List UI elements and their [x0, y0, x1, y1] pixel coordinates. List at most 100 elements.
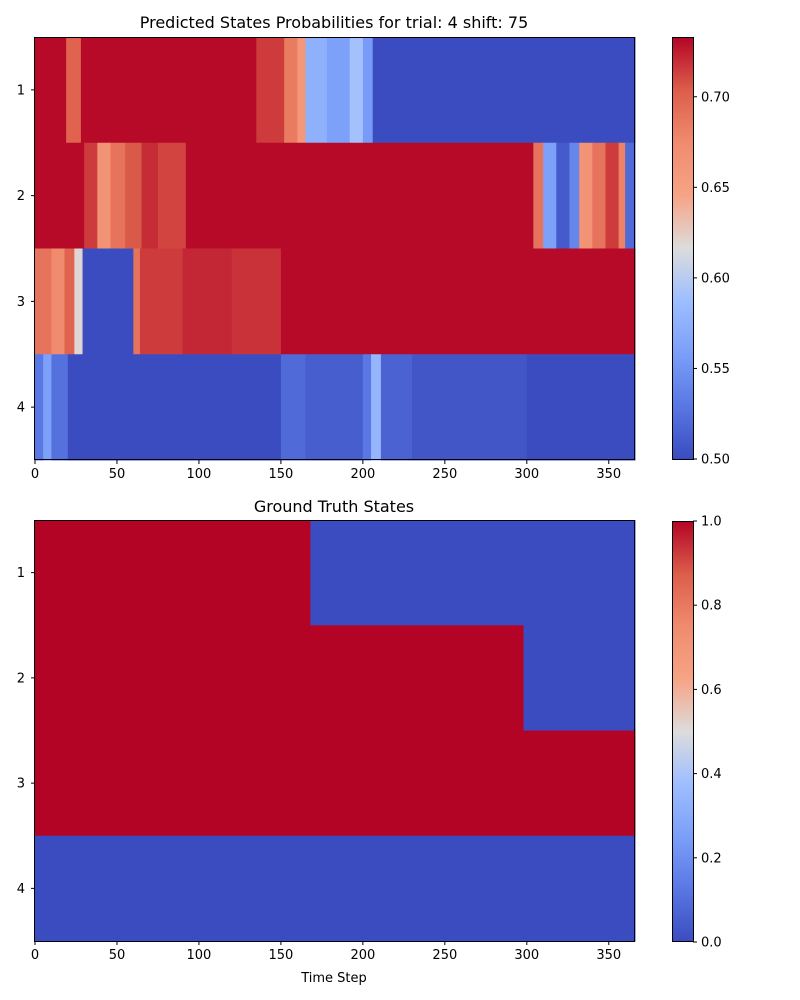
heatmap-cell: [526, 354, 636, 461]
ground-truth-colorbar-ticks: 0.0 0.2 0.4 0.6 0.8 1.0: [693, 515, 722, 951]
colorbar-tick-label: 0.4: [701, 767, 722, 782]
heatmap-cell: [80, 37, 192, 144]
heatmap-cell: [110, 142, 126, 249]
heatmap-cell: [43, 354, 52, 461]
x-tick-label: 250: [432, 948, 457, 963]
y-tick-label: 1: [17, 83, 25, 98]
heatmap-cell: [533, 142, 544, 249]
colorbar-tick-label: 0.0: [701, 936, 722, 951]
ground-truth-plot-frame: [34, 520, 635, 942]
colorbar-tick-label: 0.50: [701, 453, 730, 468]
heatmap-cell: [35, 730, 636, 837]
colorbar-tick-label: 0.8: [701, 599, 722, 614]
heatmap-cell: [372, 37, 636, 144]
heatmap-cell: [35, 835, 636, 942]
heatmap-cell: [371, 354, 382, 461]
heatmap-cell: [35, 354, 44, 461]
y-tick-label: 2: [17, 189, 25, 204]
x-tick-label: 100: [187, 467, 212, 482]
predicted-y-axis: 1 2 3 4: [17, 83, 35, 416]
colorbar-tick-label: 0.6: [701, 683, 722, 698]
heatmap-cell: [523, 625, 636, 731]
x-axis-label: Time Step: [300, 971, 367, 986]
y-tick-label: 3: [17, 777, 25, 792]
predicted-colorbar: [672, 37, 693, 459]
heatmap-cell: [84, 142, 98, 249]
x-tick-label: 350: [596, 467, 621, 482]
x-tick-label: 200: [350, 948, 375, 963]
heatmap-cell: [592, 142, 606, 249]
predicted-chart-title: Predicted States Probabilities for trial…: [140, 13, 529, 32]
heatmap-cell: [133, 248, 141, 355]
colorbar-tick-label: 0.65: [701, 181, 730, 196]
ground-truth-colorbar: [672, 521, 693, 942]
colorbar-tick-label: 0.70: [701, 90, 730, 105]
heatmap-cell: [380, 354, 413, 461]
ground-truth-chart-title: Ground Truth States: [254, 497, 414, 516]
predicted-colorbar-frame: [672, 37, 694, 460]
heatmap-cell: [305, 354, 364, 461]
heatmap-cell: [362, 354, 372, 461]
x-tick-label: 300: [514, 467, 539, 482]
predicted-heatmap-cells: [35, 37, 636, 461]
heatmap-cell: [35, 625, 525, 731]
heatmap-cell: [139, 248, 184, 355]
predicted-heatmap-panel: Predicted States Probabilities for trial…: [17, 13, 730, 482]
heatmap-cell: [74, 248, 84, 355]
predicted-plot-frame: [34, 37, 635, 460]
heatmap-cell: [231, 248, 282, 355]
heatmap-cell: [326, 37, 351, 144]
heatmap-cell: [51, 248, 65, 355]
heatmap-cell: [97, 142, 111, 249]
colorbar-tick-label: 1.0: [701, 515, 722, 530]
heatmap-cell: [157, 142, 187, 249]
heatmap-cell: [35, 248, 52, 355]
heatmap-cell: [280, 354, 306, 461]
heatmap-cell: [297, 37, 306, 144]
y-tick-label: 4: [17, 882, 25, 897]
x-tick-label: 150: [268, 467, 293, 482]
heatmap-cell: [35, 37, 67, 144]
heatmap-cell: [185, 142, 534, 249]
heatmap-cell: [82, 248, 134, 355]
y-tick-label: 1: [17, 566, 25, 581]
ground-truth-y-axis: 1 2 3 4: [17, 566, 35, 897]
x-tick-label: 0: [31, 467, 39, 482]
x-tick-label: 50: [109, 948, 126, 963]
heatmap-cell: [618, 142, 626, 249]
ground-truth-colorbar-frame: [672, 521, 694, 942]
x-tick-label: 50: [109, 467, 126, 482]
heatmap-cell: [125, 142, 143, 249]
heatmap-cell: [256, 37, 285, 144]
predicted-x-axis: 0 50 100 150 200 250 300 350: [31, 460, 621, 482]
heatmap-cell: [280, 248, 636, 355]
x-tick-label: 300: [514, 948, 539, 963]
x-tick-label: 0: [31, 948, 39, 963]
x-tick-label: 150: [268, 948, 293, 963]
heatmap-cell: [412, 354, 528, 461]
heatmap-cell: [625, 142, 636, 249]
heatmap-cell: [310, 520, 636, 626]
heatmap-cell: [190, 37, 257, 144]
heatmap-cell: [35, 142, 85, 249]
heatmap-cell: [66, 37, 82, 144]
y-tick-label: 3: [17, 295, 25, 310]
y-tick-label: 2: [17, 671, 25, 686]
heatmap-cell: [51, 354, 69, 461]
y-tick-label: 4: [17, 401, 25, 416]
x-tick-label: 250: [432, 467, 457, 482]
x-tick-label: 100: [187, 948, 212, 963]
heatmap-cell: [543, 142, 557, 249]
heatmap-cell: [64, 248, 75, 355]
x-tick-label: 200: [350, 467, 375, 482]
ground-truth-heatmap-cells: [35, 520, 636, 942]
heatmap-cell: [349, 37, 364, 144]
heatmap-cell: [35, 520, 311, 626]
heatmap-cell: [362, 37, 374, 144]
colorbar-tick-label: 0.2: [701, 851, 722, 866]
heatmap-cell: [556, 142, 570, 249]
heatmap-cell: [67, 354, 282, 461]
colorbar-tick-label: 0.55: [701, 362, 730, 377]
heatmap-cell: [141, 142, 159, 249]
